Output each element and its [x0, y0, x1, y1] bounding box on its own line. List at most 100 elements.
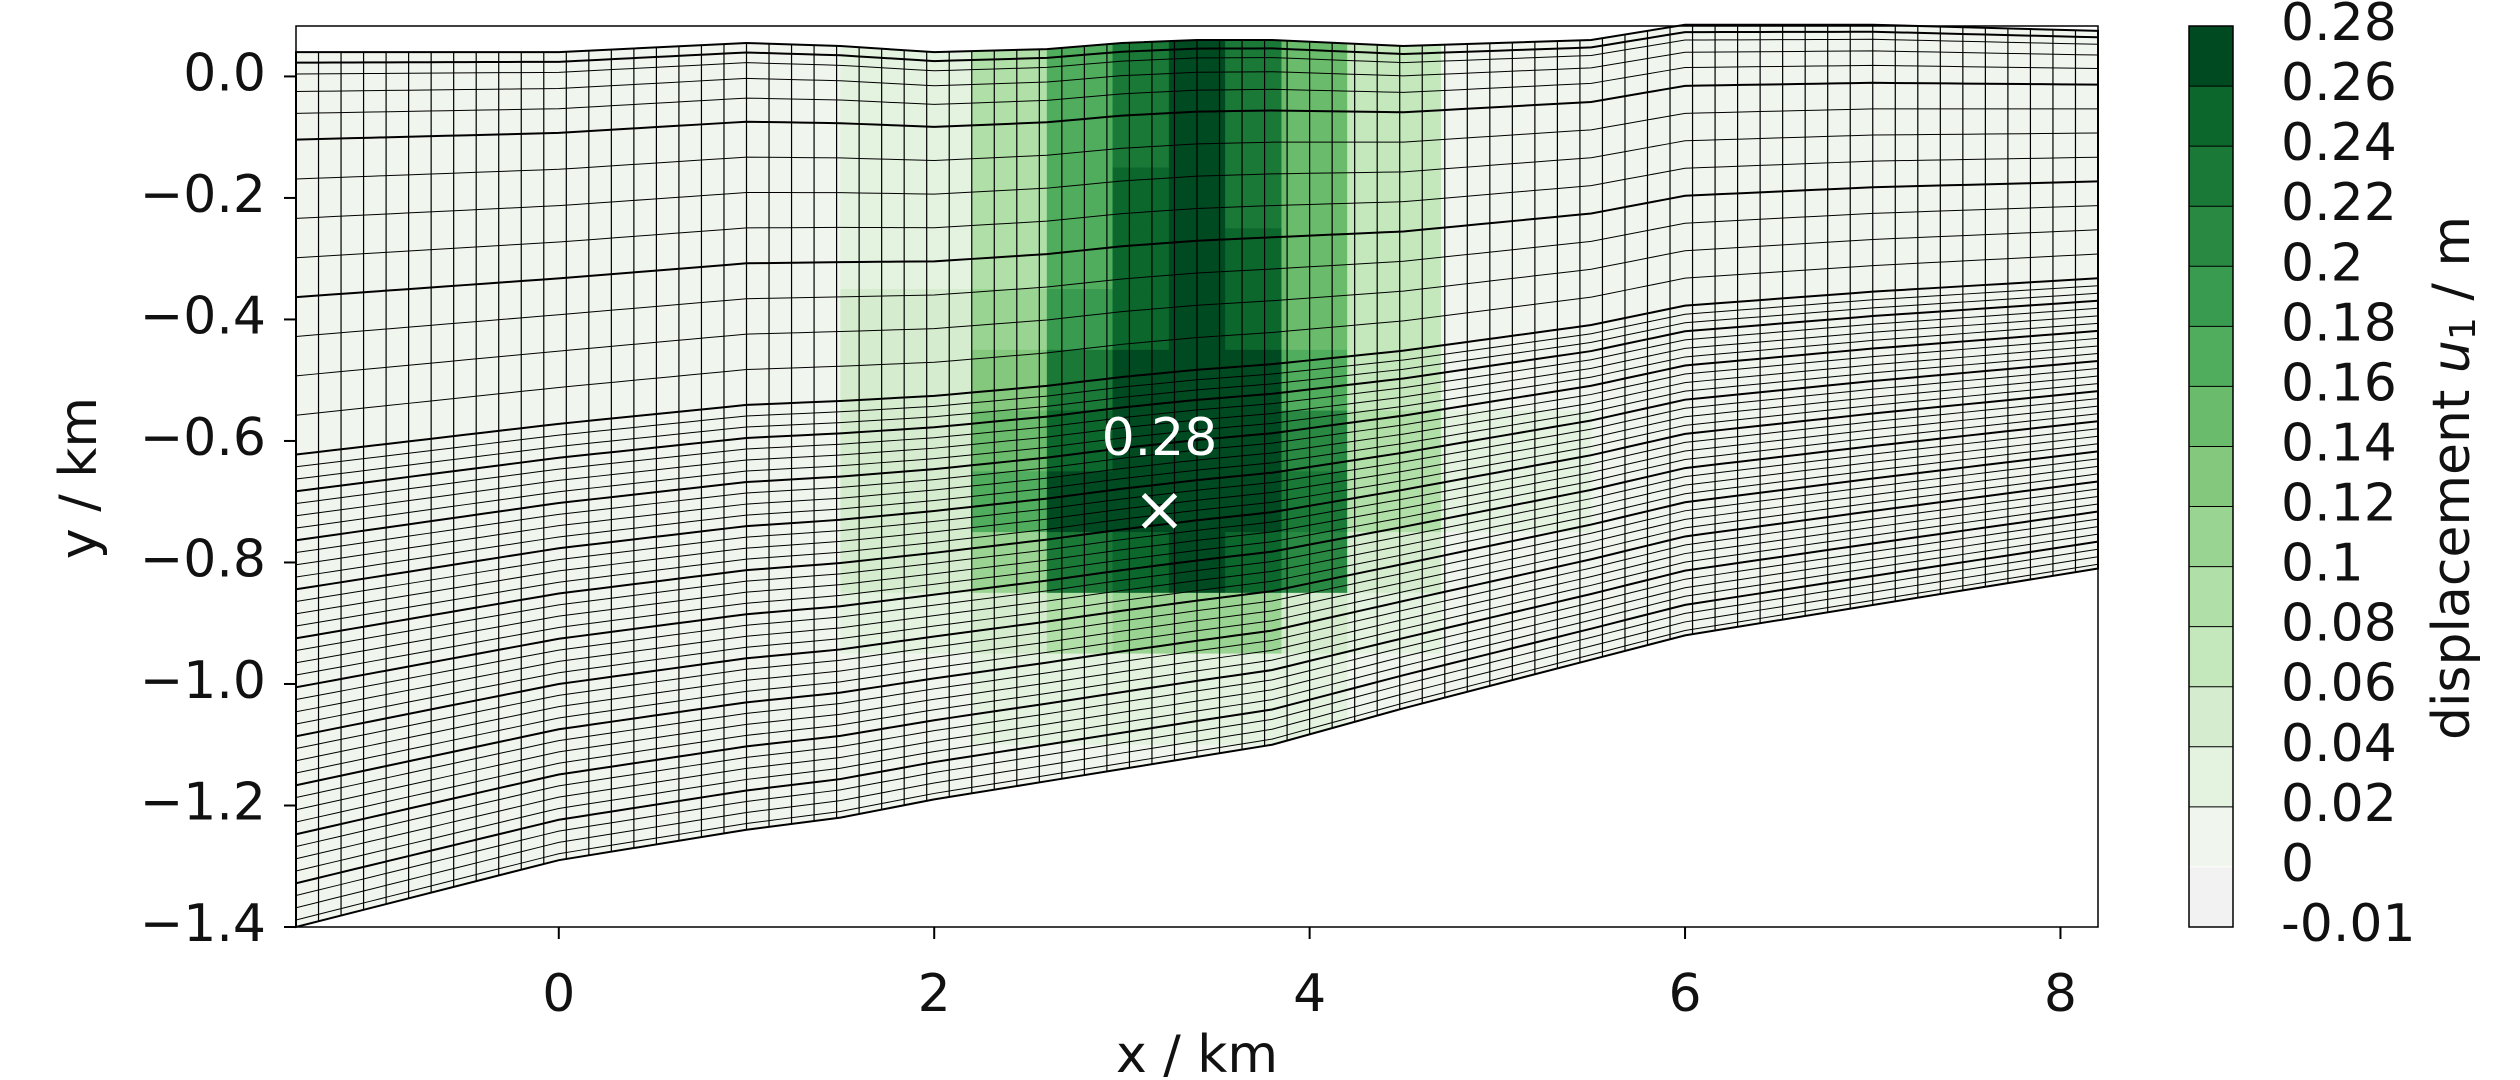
field-cell: [1281, 52, 1348, 108]
field-cell: [1112, 228, 1170, 290]
mesh-line: [296, 458, 2098, 750]
field-cell: [1347, 410, 1442, 472]
field-cell: [1281, 167, 1348, 229]
mesh-line: [296, 64, 2098, 114]
y-tick-label: −0.4: [140, 286, 266, 346]
x-axis-label: x / km: [1116, 1025, 1278, 1080]
field-cell: [296, 228, 428, 290]
mesh-line: [296, 292, 2098, 480]
mesh-line: [296, 443, 2098, 725]
field-cell: [1046, 228, 1114, 290]
colorbar-bin: [2189, 326, 2233, 387]
y-tick-label: −1.0: [140, 651, 266, 711]
x-tick-label: 0: [542, 964, 575, 1024]
field-cell: [1281, 106, 1348, 169]
mesh-line: [296, 253, 2098, 416]
mesh-line: [296, 337, 2098, 554]
mesh-line: [296, 307, 2098, 505]
field-cell: [1441, 167, 1592, 229]
field-cell: [840, 349, 973, 412]
y-tick-label: −0.2: [140, 165, 266, 225]
field-cell: [427, 167, 654, 229]
colorbar-label-symbol: u: [2422, 340, 2482, 373]
field-cell: [1112, 106, 1170, 169]
field-cell: [1168, 866, 1226, 927]
y-axis-label: y / km: [49, 397, 109, 559]
mesh-line: [296, 345, 2098, 566]
colorbar-tick-label: 0.14: [2281, 413, 2397, 473]
mesh: [296, 24, 2098, 927]
colorbar-bin: [2189, 86, 2233, 147]
colorbar-label-text: displacement: [2422, 373, 2482, 740]
field-cell: [1591, 167, 1893, 229]
x-tick-label: 8: [2044, 964, 2077, 1024]
field-cell: [1347, 744, 1442, 867]
field-cell: [1891, 52, 2098, 108]
mesh-line: [296, 450, 2098, 738]
x-tick-label: 6: [1668, 964, 1701, 1024]
mesh-line: [296, 428, 2098, 701]
colorbar-tick-label: 0.1: [2281, 534, 2364, 594]
field-cell: [1441, 532, 1592, 594]
field-cell: [1225, 349, 1282, 412]
colorbar-tick-label: 0.18: [2281, 293, 2397, 353]
field-cell: [427, 592, 654, 655]
field-cell: [1441, 410, 1592, 472]
field-cell: [1046, 106, 1114, 169]
colorbar-bin: [2189, 806, 2233, 868]
field-cell: [1347, 52, 1442, 108]
colorbar-tick-label: 0.02: [2281, 774, 2397, 834]
field-cell: [427, 106, 654, 169]
colorbar-frame: [2188, 25, 2234, 928]
mesh-line: [296, 50, 2098, 92]
field-cell: [971, 349, 1048, 412]
field-cell: [1591, 592, 1893, 655]
mesh-line: [296, 329, 2098, 542]
mesh-line: [296, 108, 2098, 180]
field-cell: [1441, 52, 1592, 108]
field-cell: [1347, 106, 1442, 169]
colorbar-bin: [2189, 266, 2233, 327]
field-cell: [1347, 866, 1442, 927]
mesh-line: [296, 435, 2098, 713]
colorbar-label-unit: / m: [2422, 216, 2482, 317]
field-cell: [971, 532, 1048, 594]
mesh-line: [296, 533, 2098, 872]
mesh-line: [296, 156, 2098, 259]
mesh-line: [296, 413, 2098, 676]
colorbar-tick-label: 0.2: [2281, 233, 2364, 293]
field-cell: [1281, 592, 1348, 655]
field-cell: [652, 866, 841, 927]
y-tick-label: −0.8: [140, 529, 266, 589]
field-cell: [1168, 744, 1226, 867]
field-cell: [971, 167, 1048, 229]
mesh-line: [296, 488, 2098, 799]
field-cell: [971, 289, 1048, 351]
field-cell: [1441, 471, 1592, 533]
field-cell: [1891, 167, 2098, 229]
field-cell: [427, 471, 654, 533]
mesh-line: [296, 299, 2098, 493]
mesh-line: [296, 285, 2098, 468]
mesh-line: [296, 518, 2098, 847]
field-cell: [1046, 289, 1114, 351]
field-cell: [971, 52, 1048, 108]
mesh-line: [296, 375, 2098, 615]
field-cell: [1441, 228, 1592, 290]
field-cell: [840, 289, 973, 351]
y-tick-label: 0.0: [183, 43, 266, 103]
colorbar-bin: [2189, 26, 2233, 87]
colorbar-tick-label: 0.24: [2281, 113, 2397, 173]
mesh-line: [296, 480, 2098, 787]
mesh-line: [296, 229, 2098, 377]
field-cell: [840, 228, 973, 290]
colorbar-bin: [2189, 686, 2233, 748]
mesh-line: [296, 383, 2098, 627]
y-tick-label: −0.6: [140, 408, 266, 468]
field-cell: [1347, 167, 1442, 229]
field-cell: [840, 167, 973, 229]
colorbar-bin: [2189, 626, 2233, 688]
field-cell: [1225, 410, 1282, 472]
overlay: 0 2 4 6 8 0.0 −0.2 −0.4 −0.6 −0.8 −1.0 −1.2 −1.4 0.28…: [140, 0, 2416, 1024]
colorbar-bin: [2189, 206, 2233, 267]
